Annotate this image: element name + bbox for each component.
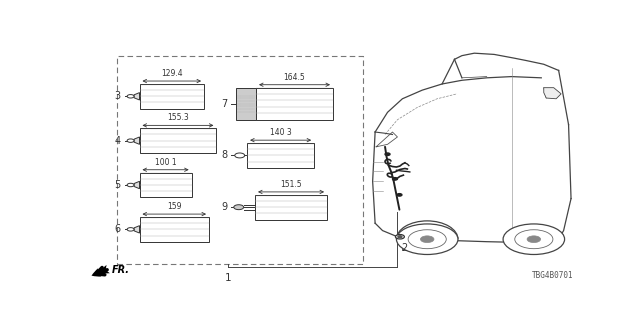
Text: 159: 159 [167, 202, 182, 211]
Polygon shape [134, 92, 140, 100]
Circle shape [127, 139, 134, 142]
Bar [255, 195, 327, 220]
Text: 140 3: 140 3 [269, 128, 291, 137]
Bar [256, 88, 333, 120]
Text: 7: 7 [221, 99, 227, 109]
Polygon shape [134, 226, 140, 233]
Text: 164.5: 164.5 [284, 73, 305, 82]
Circle shape [396, 235, 404, 239]
Text: 4: 4 [115, 136, 121, 146]
Text: 155.3: 155.3 [167, 113, 189, 123]
Bar [117, 56, 363, 264]
Circle shape [397, 194, 402, 196]
Text: 129.4: 129.4 [161, 69, 182, 78]
Text: 3: 3 [115, 91, 121, 101]
Text: FR.: FR. [112, 265, 131, 275]
Circle shape [385, 153, 390, 156]
Circle shape [396, 224, 458, 254]
Circle shape [127, 95, 134, 98]
Text: 5: 5 [115, 180, 121, 190]
Text: 8: 8 [221, 150, 227, 160]
Circle shape [408, 230, 446, 249]
Bar [247, 143, 314, 168]
Circle shape [527, 236, 541, 243]
Text: 1: 1 [225, 273, 231, 283]
Circle shape [420, 236, 434, 243]
Circle shape [235, 153, 244, 158]
Text: 9: 9 [221, 202, 227, 212]
Text: 100 1: 100 1 [155, 158, 177, 167]
Text: 2: 2 [401, 243, 407, 253]
Circle shape [515, 230, 553, 249]
Polygon shape [544, 88, 561, 99]
Text: TBG4B0701: TBG4B0701 [532, 271, 573, 280]
Bar [140, 128, 216, 153]
Polygon shape [134, 137, 140, 144]
Bar [140, 84, 204, 108]
Circle shape [234, 205, 244, 210]
Text: 151.5: 151.5 [280, 180, 302, 189]
Circle shape [503, 224, 564, 254]
Bar [140, 173, 191, 197]
Text: 6: 6 [115, 224, 121, 234]
Bar [236, 88, 256, 120]
Circle shape [392, 178, 397, 180]
Circle shape [127, 183, 134, 187]
Circle shape [398, 236, 402, 238]
Bar [140, 217, 209, 242]
Polygon shape [134, 181, 140, 189]
Circle shape [127, 228, 134, 231]
